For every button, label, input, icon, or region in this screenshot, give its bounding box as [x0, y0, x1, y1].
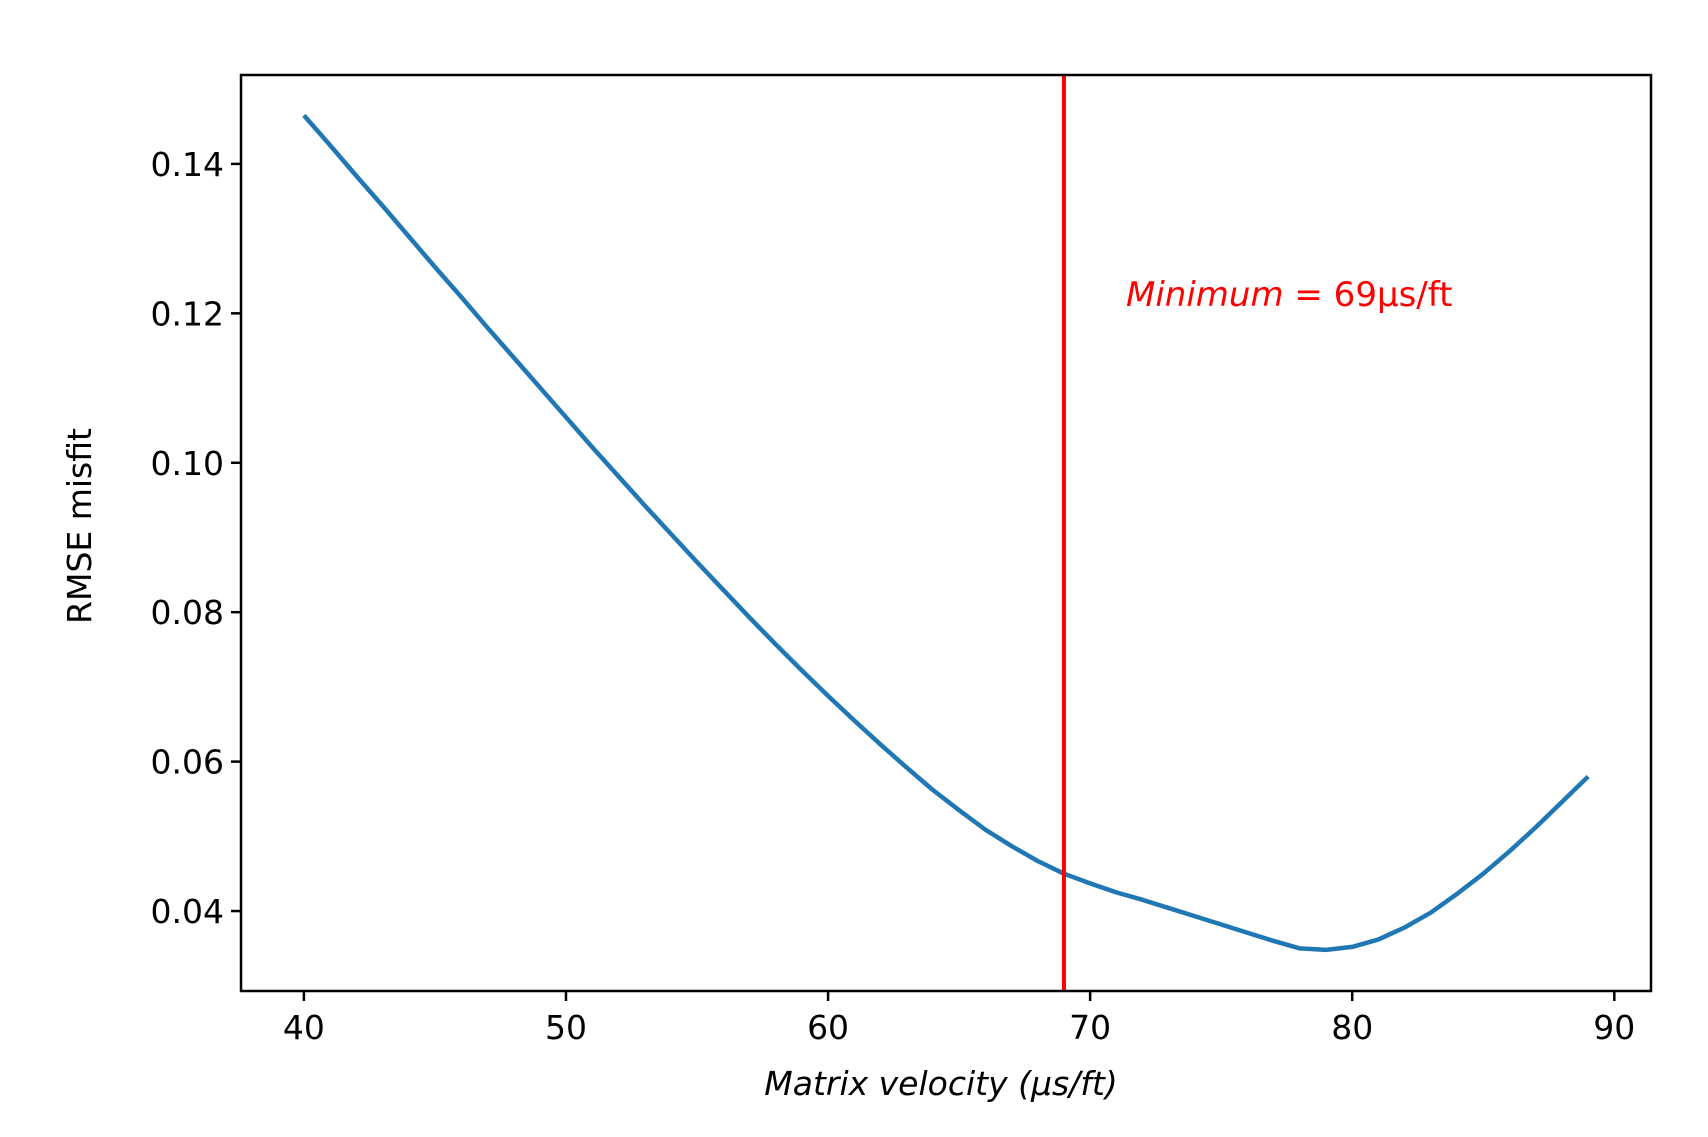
x-tick-label-4: 80	[1331, 1008, 1373, 1047]
y-tick-label-3: 0.10	[151, 444, 224, 483]
y-tick-label-1: 0.06	[151, 743, 224, 782]
y-tick-label-0: 0.04	[151, 892, 224, 931]
x-tick-label-1: 50	[545, 1008, 587, 1047]
annotation-value: = 69μs/ft	[1284, 275, 1453, 315]
x-axis-label: Matrix velocity (μs/ft)	[764, 1064, 1117, 1103]
plot-frame	[239, 73, 1653, 993]
y-tick-label-2: 0.08	[151, 593, 224, 632]
x-tick-label-2: 60	[807, 1008, 849, 1047]
annotation-italic: Minimum	[1126, 275, 1284, 315]
x-tick-label-3: 70	[1069, 1008, 1111, 1047]
x-tick-label-0: 40	[283, 1008, 325, 1047]
y-tick-label-5: 0.14	[151, 145, 224, 184]
series-line-0	[302, 113, 1590, 953]
y-tick-label-4: 0.12	[151, 294, 224, 333]
axes: 40 50 60 70 80 90 0.04 0.06 0.08 0.10 0.12 0.14	[151, 73, 1653, 1047]
plot-area	[302, 75, 1590, 991]
y-axis-label: RMSE misfit	[60, 428, 99, 624]
x-tick-label-5: 90	[1593, 1008, 1635, 1047]
minimum-annotation: Minimum = 69μs/ft	[1126, 275, 1452, 315]
